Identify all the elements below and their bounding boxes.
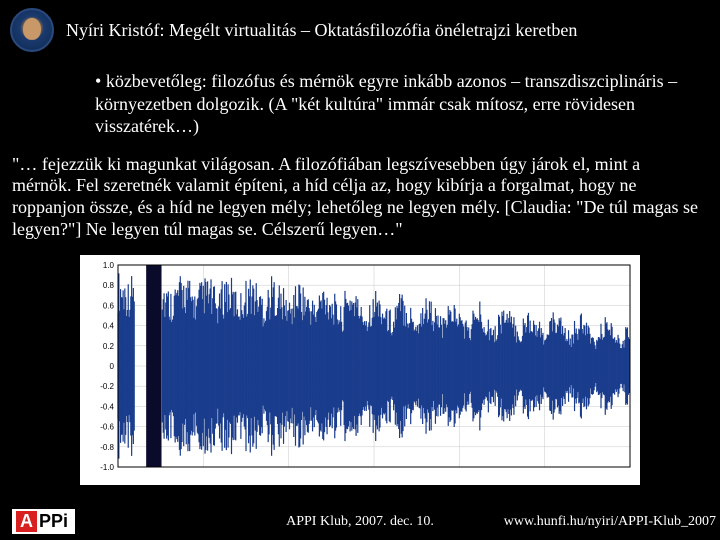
appi-logo-icon: A PPi — [12, 509, 75, 534]
quote-paragraph: "… fejezzük ki magunkat világosan. A fil… — [0, 148, 720, 250]
footer-url: www.hunfi.hu/nyiri/APPI-Klub_2007 — [504, 514, 716, 530]
svg-text:-1.0: -1.0 — [100, 463, 114, 472]
svg-text:-0.8: -0.8 — [100, 443, 114, 452]
appi-logo-a: A — [16, 511, 37, 532]
bullet-point: • közbevetőleg: filozófus és mérnök egyr… — [0, 56, 720, 148]
svg-text:1.0: 1.0 — [103, 261, 115, 270]
waveform-chart: -1.0 -0.8 -0.6 -0.4 -0.2 0 0.2 0.4 0.6 0.8 1.0 — [80, 255, 640, 485]
svg-text:-0.6: -0.6 — [100, 423, 114, 432]
svg-text:0.8: 0.8 — [103, 282, 115, 291]
waveform-svg: -1.0 -0.8 -0.6 -0.4 -0.2 0 0.2 0.4 0.6 0.8 1.0 — [80, 255, 640, 485]
svg-text:-0.2: -0.2 — [100, 383, 114, 392]
slide-header: Nyíri Kristóf: Megélt virtualitás – Okta… — [0, 0, 720, 56]
svg-text:0: 0 — [110, 362, 115, 371]
svg-text:0.4: 0.4 — [103, 322, 115, 331]
footer-center-text: APPI Klub, 2007. dec. 10. — [286, 514, 434, 530]
institution-logo-icon — [10, 8, 54, 52]
slide-footer: A PPi APPI Klub, 2007. dec. 10. www.hunf… — [0, 509, 720, 534]
svg-text:-0.4: -0.4 — [100, 403, 114, 412]
svg-text:0.6: 0.6 — [103, 302, 115, 311]
appi-logo-rest: PPi — [37, 511, 71, 532]
svg-text:0.2: 0.2 — [103, 342, 115, 351]
bullet-marker: • — [95, 71, 101, 91]
bullet-text: közbevetőleg: filozófus és mérnök egyre … — [95, 71, 677, 136]
slide-title: Nyíri Kristóf: Megélt virtualitás – Okta… — [66, 20, 577, 41]
